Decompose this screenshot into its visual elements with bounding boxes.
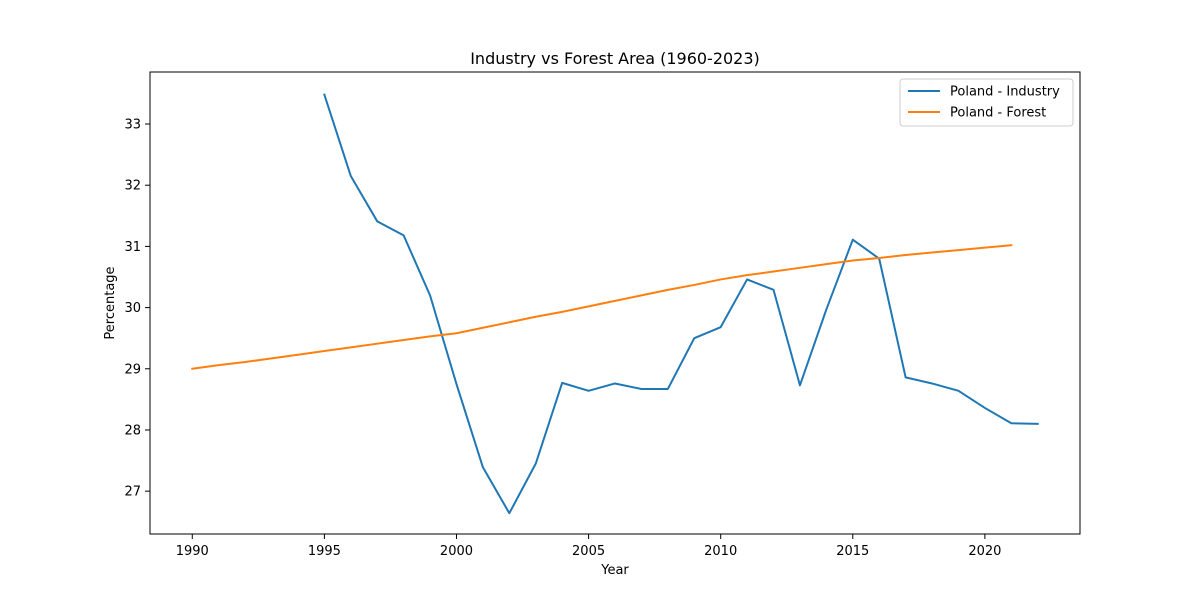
x-tick-label: 2020 xyxy=(968,544,1001,559)
series-line-poland-industry xyxy=(323,93,1039,515)
x-tick-label: 2015 xyxy=(836,544,869,559)
legend-label-forest: Poland - Forest xyxy=(950,106,1046,121)
y-tick-label: 28 xyxy=(124,423,141,438)
y-tick-label: 30 xyxy=(124,301,141,316)
x-tick-label: 2000 xyxy=(440,544,473,559)
x-tick-label: 2005 xyxy=(572,544,605,559)
y-tick-label: 27 xyxy=(124,485,141,500)
y-axis-title: Percentage xyxy=(103,266,118,339)
y-tick-label: 29 xyxy=(124,362,141,377)
x-tick-label: 1995 xyxy=(308,544,341,559)
series-layer xyxy=(191,93,1039,515)
chart-title: Industry vs Forest Area (1960-2023) xyxy=(470,49,760,68)
series-line-poland-forest xyxy=(191,244,1013,370)
x-axis-title: Year xyxy=(600,563,629,578)
x-axis: 1990 1995 2000 2005 2010 2015 2020 xyxy=(176,534,1001,559)
y-tick-label: 32 xyxy=(124,179,141,194)
legend-box xyxy=(899,78,1074,127)
y-axis: 27 28 29 30 31 32 33 xyxy=(124,118,150,500)
y-tick-label: 33 xyxy=(124,118,141,133)
y-tick-label: 31 xyxy=(124,240,141,255)
legend: Poland - Industry Poland - Forest xyxy=(899,78,1074,127)
x-tick-label: 1990 xyxy=(176,544,209,559)
plot-area xyxy=(149,71,1081,535)
plot-frame xyxy=(149,71,1081,535)
x-tick-label: 2010 xyxy=(704,544,737,559)
legend-label-industry: Poland - Industry xyxy=(950,85,1060,100)
